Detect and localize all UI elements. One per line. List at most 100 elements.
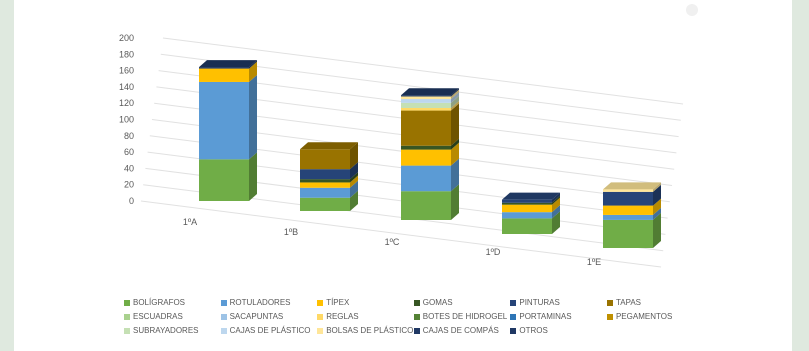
bar-segment-side [249,60,257,69]
legend-item: GOMAS [413,298,511,307]
legend-label: TAPAS [615,298,642,307]
bar-segment-front [300,182,350,188]
bar-segment-front [401,102,451,108]
legend-swatch [220,327,227,334]
chart-legend: BOLÍGRAFOS ROTULADORES TÍPEX GOMAS PINTURAS T… [124,298,704,335]
bar-segment-side [451,101,459,111]
x-tick-label: 1ºB [284,227,298,237]
bar-segment-front [199,68,249,82]
bar-segment-side [653,212,661,248]
bar-segment-front [401,149,451,166]
y-tick-label: 140 [119,82,134,92]
bar-segment-front [300,197,350,211]
bar-segment-front [401,96,451,100]
x-tick-label: 1ºC [385,237,400,247]
legend-swatch [317,327,324,334]
chart-area: 0 20 40 60 80 100 120 140 160 180 200 1ºA 1ºB 1ºC 1ºD 1… [14,0,792,351]
legend-swatch [220,299,227,306]
bar-segment-side [451,184,459,220]
legend-label: BOTES DE HIDROGEL [422,312,508,321]
bar-segment-front [401,108,451,111]
bar-segment-side [451,103,459,146]
gridline [162,37,684,105]
bar-segment-side [653,184,661,206]
x-tick-label: 1ºE [587,257,601,267]
bar-segment-front [300,149,350,170]
legend-item: SACAPUNTAS [220,312,318,321]
legend-label: CAJAS DE COMPÁS [422,326,499,335]
bars-layer [199,60,661,248]
legend-swatch [510,299,517,306]
bar-segment-side [451,138,459,150]
y-tick-label: 0 [129,196,134,206]
y-tick-label: 200 [119,33,134,43]
bar-segment-side [249,61,257,82]
legend-item: PEGAMENTOS [606,312,704,321]
legend-item: PINTURAS [510,298,607,307]
stacked-3d-bar-chart: 0 20 40 60 80 100 120 140 160 180 200 1ºA 1ºB 1ºC 1ºD 1… [119,33,684,268]
bar-segment-side [350,162,358,180]
legend-swatch [124,299,130,306]
bar-segment-side [552,211,560,234]
legend-label: BOLSAS DE PLÁSTICO [326,326,414,335]
bar-segment-front [502,202,552,205]
bar-segment-front [199,81,249,160]
legend-swatch [413,327,420,334]
bar-segment-front [401,95,451,97]
bar-segment-side [653,182,661,192]
bar-segment-side [451,88,459,97]
bar-segment-front [603,205,653,215]
bar-segment-front [401,99,451,103]
legend-item: BOTES DE HIDROGEL [413,312,511,321]
bar-segment-side [451,142,459,166]
bar-segment-front [300,169,350,180]
bar-segment-side [350,142,358,170]
legend-item: TÍPEX [317,298,414,307]
bar-segment-front [199,159,249,201]
bar-segment-side [451,158,459,192]
legend-swatch [606,313,613,320]
y-tick-label: 120 [119,98,134,108]
legend-swatch [606,299,613,306]
x-tick-label: 1ºA [183,217,197,227]
legend-item: ROTULADORES [220,298,318,307]
bar-segment-front [502,218,552,234]
legend-swatch [510,327,517,334]
legend-swatch [317,313,324,320]
bar-segment-side [552,197,560,213]
bar-segment-side [350,175,358,188]
bar-segment-side [249,74,257,160]
legend-swatch [413,299,420,306]
legend-item: SUBRAYADORES [124,326,221,335]
legend-item: CAJAS DE PLÁSTICO [220,326,318,335]
x-tick-label: 1ºD [486,247,501,257]
y-tick-label: 180 [119,49,134,59]
legend-label: CAJAS DE PLÁSTICO [229,326,311,335]
bar-segment-side [350,180,358,198]
legend-item: REGLAS [317,312,414,321]
bar-top-cap [300,142,358,150]
bar-segment-side [552,205,560,219]
bar-segment-front [401,191,451,220]
legend-label: SUBRAYADORES [133,326,199,335]
legend-item: OTROS [510,326,607,335]
bar-segment-front [603,189,653,192]
bar-segment-front [502,204,552,213]
legend-item: BOLÍGRAFOS [124,298,221,307]
bar-top-cap [199,60,257,68]
bar-segment-side [249,152,257,201]
legend-item: BOLSAS DE PLÁSTICO [317,326,414,335]
legend-label: SACAPUNTAS [229,312,284,321]
bar-segment-side [451,92,459,103]
bar-segment-side [350,190,358,211]
legend-label: ESCUADRAS [133,312,183,321]
y-tick-label: 60 [124,147,134,157]
legend-swatch [510,313,517,320]
legend-label: PORTAMINAS [519,312,572,321]
legend-label: OTROS [519,326,548,335]
legend-label: ROTULADORES [229,298,291,307]
bar-segment-front [603,219,653,248]
legend-label: REGLAS [326,312,359,321]
legend-label: BOLÍGRAFOS [133,298,186,307]
bar-top-cap [401,88,459,96]
